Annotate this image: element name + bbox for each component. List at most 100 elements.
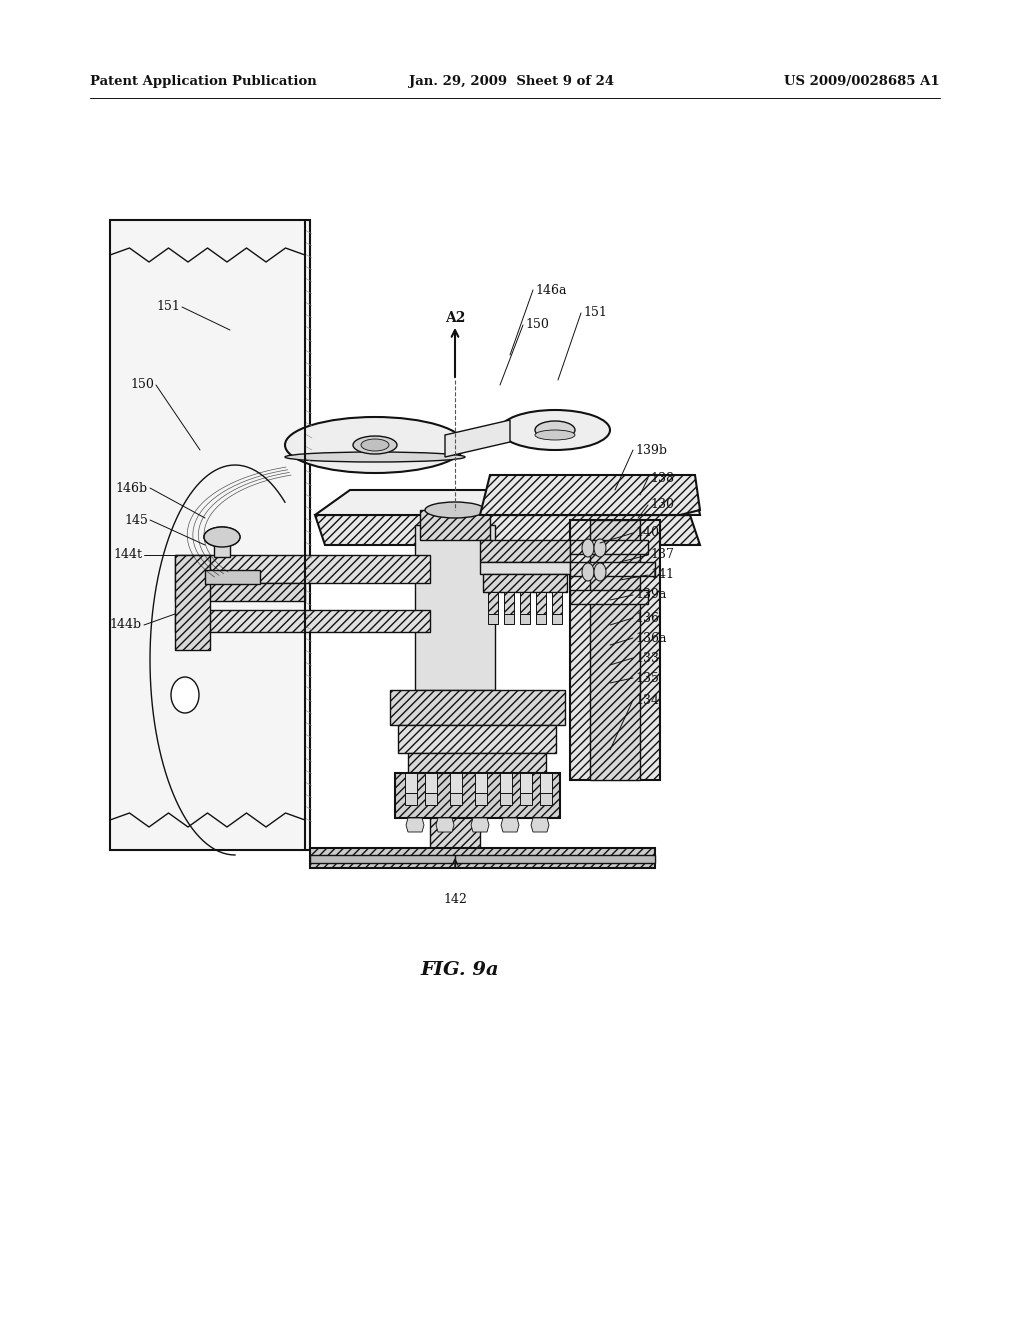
Bar: [390, 690, 565, 725]
Bar: [110, 220, 310, 850]
Bar: [395, 774, 560, 818]
Bar: [175, 583, 305, 601]
Text: US 2009/0028685 A1: US 2009/0028685 A1: [784, 75, 940, 88]
Bar: [310, 855, 655, 863]
Bar: [570, 520, 660, 780]
Ellipse shape: [204, 527, 240, 546]
Bar: [406, 793, 417, 805]
Bar: [480, 540, 570, 562]
Text: 130: 130: [650, 499, 674, 511]
Text: 139a: 139a: [635, 589, 667, 602]
Bar: [450, 774, 462, 793]
Text: 138: 138: [650, 471, 674, 484]
Text: 140: 140: [635, 527, 659, 540]
Bar: [520, 591, 530, 614]
Bar: [552, 614, 562, 624]
Ellipse shape: [285, 451, 465, 462]
Polygon shape: [501, 818, 519, 832]
Bar: [415, 525, 495, 690]
Text: A2: A2: [444, 312, 465, 325]
Bar: [500, 774, 512, 793]
Bar: [483, 574, 567, 591]
Text: 135: 135: [635, 672, 658, 685]
Text: Jan. 29, 2009  Sheet 9 of 24: Jan. 29, 2009 Sheet 9 of 24: [410, 75, 614, 88]
Bar: [488, 614, 498, 624]
Bar: [540, 793, 552, 805]
Bar: [504, 591, 514, 614]
Bar: [536, 591, 546, 614]
Bar: [398, 725, 556, 752]
Bar: [475, 774, 487, 793]
Bar: [214, 537, 230, 557]
Ellipse shape: [285, 417, 465, 473]
Bar: [406, 774, 417, 793]
Polygon shape: [436, 818, 454, 832]
Ellipse shape: [594, 539, 606, 557]
Text: 150: 150: [130, 379, 154, 392]
Text: 150: 150: [525, 318, 549, 331]
Polygon shape: [315, 490, 700, 515]
Text: FIG. 9a: FIG. 9a: [421, 961, 500, 979]
Bar: [430, 520, 480, 865]
Text: 136a: 136a: [635, 631, 667, 644]
Bar: [500, 793, 512, 805]
Ellipse shape: [425, 502, 485, 517]
Text: 146b: 146b: [116, 482, 148, 495]
Text: 151: 151: [583, 306, 607, 319]
Bar: [504, 614, 514, 624]
Bar: [488, 591, 498, 614]
Ellipse shape: [171, 677, 199, 713]
Bar: [310, 847, 655, 869]
Text: 144t: 144t: [113, 549, 142, 561]
Text: 133: 133: [635, 652, 659, 664]
Ellipse shape: [535, 421, 575, 440]
Ellipse shape: [535, 430, 575, 440]
Polygon shape: [175, 554, 430, 583]
Bar: [175, 610, 430, 632]
Bar: [520, 774, 532, 793]
Bar: [480, 562, 570, 574]
Polygon shape: [471, 818, 489, 832]
Polygon shape: [480, 475, 700, 515]
Bar: [570, 590, 648, 605]
Bar: [520, 793, 532, 805]
Text: 139b: 139b: [635, 444, 667, 457]
Text: Patent Application Publication: Patent Application Publication: [90, 75, 316, 88]
Polygon shape: [445, 420, 510, 457]
Polygon shape: [531, 818, 549, 832]
Bar: [425, 774, 437, 793]
Bar: [420, 510, 490, 540]
Ellipse shape: [204, 527, 240, 546]
Ellipse shape: [582, 539, 594, 557]
Ellipse shape: [500, 411, 610, 450]
Ellipse shape: [594, 564, 606, 581]
Bar: [590, 520, 640, 780]
Text: 134: 134: [635, 693, 659, 706]
Bar: [175, 554, 210, 649]
Polygon shape: [406, 818, 424, 832]
Text: 151: 151: [156, 301, 180, 314]
Text: 142: 142: [443, 894, 467, 906]
Text: 144b: 144b: [110, 619, 142, 631]
Bar: [536, 614, 546, 624]
Ellipse shape: [353, 436, 397, 454]
Bar: [570, 562, 655, 576]
Ellipse shape: [361, 440, 389, 451]
Text: 136: 136: [635, 611, 659, 624]
Text: 141: 141: [650, 569, 674, 582]
Ellipse shape: [582, 564, 594, 581]
Bar: [450, 793, 462, 805]
Text: 145: 145: [124, 513, 148, 527]
Polygon shape: [315, 515, 700, 545]
Bar: [540, 774, 552, 793]
Bar: [475, 793, 487, 805]
Bar: [425, 793, 437, 805]
Bar: [552, 591, 562, 614]
Ellipse shape: [211, 531, 233, 543]
Bar: [205, 570, 260, 583]
Text: 137: 137: [650, 549, 674, 561]
Bar: [520, 614, 530, 624]
Bar: [570, 540, 648, 554]
Text: 146a: 146a: [535, 284, 566, 297]
Bar: [408, 752, 546, 774]
